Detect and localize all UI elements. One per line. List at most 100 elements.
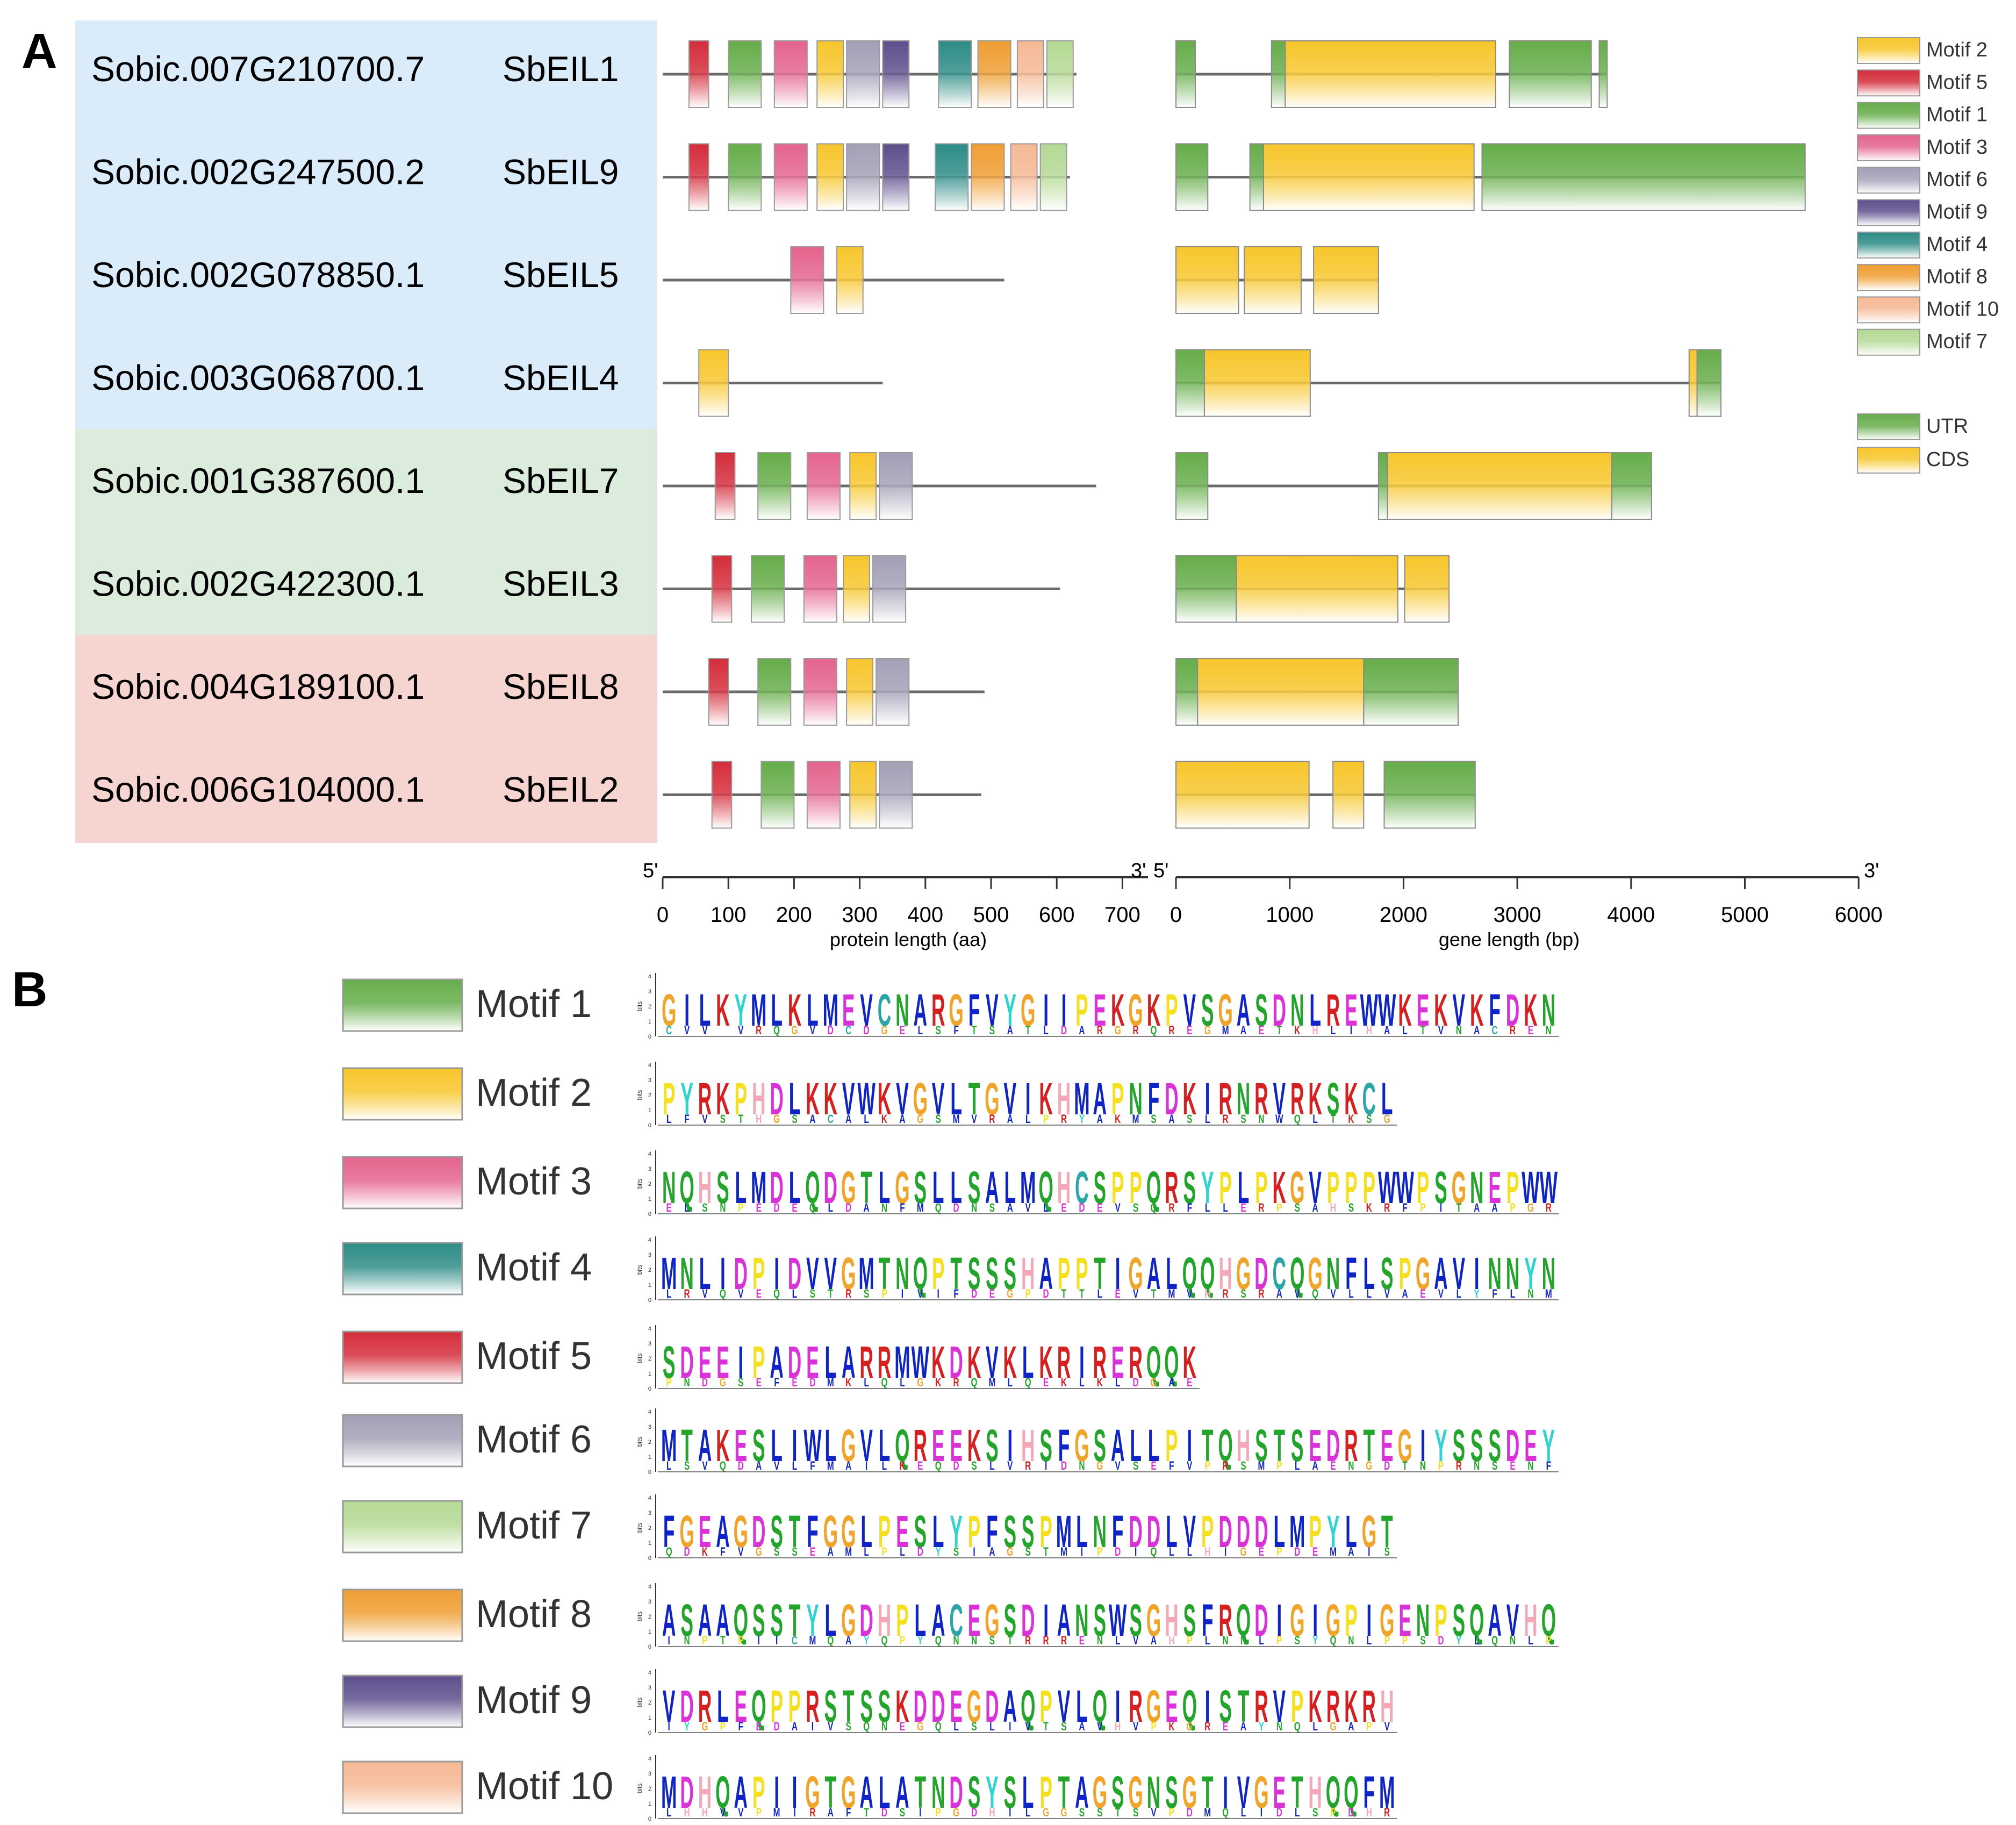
group-3-background [75,635,657,843]
logo-sub-letter: M [827,1376,834,1389]
cds-box [1236,555,1398,623]
logo-sub-letter: S [774,1545,779,1558]
logo-letter: Q [1038,1162,1053,1213]
logo-sub-letter: L [864,1545,869,1558]
logo-letter: P [1058,1248,1071,1299]
logo-sub-letter: E [1510,1459,1515,1472]
logo-letter: K [788,985,801,1035]
logo-letter: Q [679,1162,694,1213]
logo-letter: M [1020,1162,1036,1213]
logo-sub-letter: M [1258,1459,1265,1472]
logo-sub-letter: S [792,1545,797,1558]
logo-sub-letter: A [1007,1201,1013,1214]
logo-y-tick: 4 [648,974,651,980]
logo-letter: S [986,1420,999,1471]
logo-letter: S [1453,1420,1466,1471]
logo-sub-letter: G [1061,1806,1067,1819]
logo-letter: P [1039,1767,1052,1817]
cds-box [1203,349,1311,417]
logo-sub-letter: M [917,1201,924,1214]
logo-motif-label: Motif 4 [476,1246,592,1289]
logo-letter: K [1003,1337,1017,1387]
logo-letter: I [1061,985,1067,1035]
logo-letter: L [825,1595,837,1645]
logo-sub-letter: R [1204,1720,1210,1733]
logo-sub-letter: R [1546,1201,1552,1214]
utr-box [1175,555,1237,623]
logo-sub-letter: K [845,1376,851,1389]
logo-letter: T [879,1248,891,1299]
logo-letter: L [879,1420,891,1471]
logo-sub-letter: S [846,1720,851,1733]
logo-letter: S [1434,1162,1447,1213]
logo-swatch-m5 [342,1330,463,1384]
logo-letter: V [1453,1248,1466,1299]
logo-letter: L [1148,1420,1160,1471]
logo-sub-letter: N [684,1376,690,1389]
logo-letter: I [1276,1595,1282,1645]
logo-sub-letter: E [1151,1459,1156,1472]
logo-letter: R [1290,1073,1304,1124]
logo-letter: V [1273,1681,1286,1731]
logo-sub-letter: S [1348,1201,1354,1214]
logo-sub-letter: F [720,1545,725,1558]
logo-letter: H [1021,1248,1035,1299]
logo-sub-letter: A [1079,1720,1085,1733]
logo-letter: P [1039,1506,1052,1557]
motif-box-m5 [688,143,709,211]
logo-sub-letter: M [988,1376,995,1389]
logo-y-tick: 1 [648,1371,651,1377]
logo-letter: E [1398,1595,1411,1645]
logo-letter: M [1056,1506,1072,1557]
logo-letter: D [1506,1420,1519,1471]
logo-y-tick: 4 [648,1237,651,1243]
logo-sub-letter: K [881,1113,887,1126]
gene-name: SbEIL3 [503,564,619,604]
logo-letter: K [824,1073,837,1124]
logo-letter: L [1238,1162,1250,1213]
logo-sub-letter: L [1115,1376,1120,1389]
logo-sub-letter: S [684,1459,690,1472]
protein-tick-label: 600 [1039,903,1075,927]
logo-letter: L [1274,1506,1286,1557]
logo-sub-letter: L [1312,1720,1317,1733]
logo-letter: L [950,1162,962,1213]
motif-box-m1 [750,555,785,623]
logo-sub-letter: M [809,1634,816,1647]
logo-sub-letter: R [809,1806,815,1819]
utr-box [1249,143,1265,211]
logo-letter: K [716,1420,729,1471]
logo-letter: I [1474,1248,1480,1299]
logo-letter: A [1003,1681,1017,1731]
logo-sub-letter: A [1348,1545,1354,1558]
logo-sub-letter: S [989,1201,995,1214]
logo-sub-letter: Y [1312,1634,1318,1647]
legend-label-m3: Motif 3 [1926,136,1988,159]
logo-sub-letter: L [1187,1545,1192,1558]
logo-letter: G [1021,985,1035,1035]
logo-letter: L [1364,1248,1375,1299]
logo-sub-letter: A [1474,1024,1480,1037]
logo-sub-letter: D [1348,1806,1354,1819]
logo-letter: D [680,1681,693,1731]
logo-y-tick: 1 [648,1019,651,1025]
logo-y-tick: 0 [648,1555,651,1562]
logo-motif-label: Motif 9 [476,1679,592,1722]
gene-id: Sobic.004G189100.1 [91,667,425,706]
logo-sub-letter: D [1294,1545,1300,1558]
logo-letter: K [1273,1162,1286,1213]
logo-letter: T [968,1073,980,1124]
logo-letter: L [1022,1337,1034,1387]
logo-sub-letter: L [792,1287,797,1300]
panel-a-label: A [21,24,57,78]
logo-letter: V [1453,985,1466,1035]
logo-letter: K [1039,1337,1052,1387]
logo-sub-letter: H [1168,1634,1174,1647]
logo-y-tick: 0 [648,1816,651,1822]
logo-sub-letter: H [702,1806,708,1819]
logo-sub-letter: L [989,1459,994,1472]
legend-swatch-m7 [1857,328,1920,356]
logo-letter: P [663,1073,676,1124]
logo-sub-letter: D [1187,1806,1193,1819]
